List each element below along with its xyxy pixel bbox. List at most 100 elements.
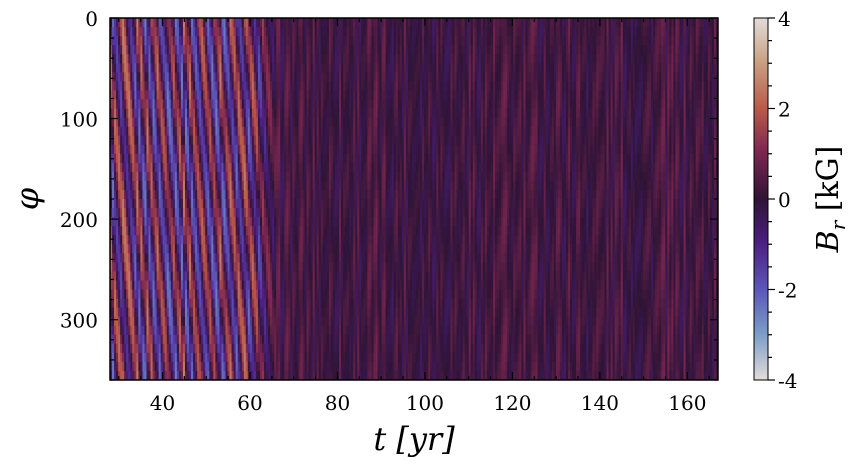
heatmap-cell (176, 352, 180, 363)
heatmap-cell (211, 217, 214, 227)
heatmap-cell (336, 217, 340, 227)
heatmap-cell (146, 217, 150, 227)
heatmap-cell (180, 280, 184, 291)
heatmap-cell (264, 226, 267, 236)
heatmap-cell (211, 298, 214, 309)
heatmap-cell (280, 162, 283, 173)
heatmap-cell (174, 271, 178, 282)
heatmap-cell (274, 117, 277, 128)
heatmap-cell (114, 361, 117, 372)
heatmap-cell (237, 361, 241, 372)
heatmap-cell (280, 298, 283, 309)
heatmap-cell (241, 162, 245, 173)
heatmap-cell (264, 235, 267, 245)
heatmap-cell (182, 45, 186, 55)
heatmap-cell (132, 253, 135, 263)
heatmap-cell (294, 262, 298, 272)
heatmap-cell (229, 298, 233, 309)
heatmap-cell (120, 81, 123, 91)
heatmap-cell (138, 343, 141, 354)
heatmap-cell (164, 217, 168, 227)
heatmap-cell (142, 244, 146, 254)
heatmap-cell (124, 180, 127, 191)
heatmap-cell (142, 271, 146, 282)
heatmap-cell (284, 54, 287, 64)
heatmap-cell (201, 63, 204, 73)
heatmap-cell (219, 135, 223, 146)
heatmap-cell (245, 289, 249, 300)
heatmap-cell (308, 99, 312, 110)
heatmap-cell (176, 208, 180, 218)
heatmap-cell (310, 361, 314, 372)
heatmap-cell (253, 235, 257, 245)
heatmap-cell (249, 271, 253, 282)
heatmap-cell (320, 199, 324, 209)
heatmap-cell (182, 27, 186, 37)
heatmap-cell (168, 280, 172, 291)
heatmap-cell (199, 316, 202, 327)
heatmap-cell (314, 370, 318, 380)
heatmap-cell (326, 280, 330, 291)
heatmap-cell (201, 135, 204, 146)
heatmap-cell (174, 262, 178, 272)
heatmap-cell (336, 280, 340, 291)
heatmap-cell (199, 153, 202, 164)
heatmap-cell (282, 289, 285, 300)
heatmap-cell (326, 144, 330, 155)
heatmap-cell (257, 217, 261, 227)
heatmap-cell (268, 226, 271, 236)
heatmap-cell (134, 262, 137, 272)
heatmap-cell (116, 180, 119, 191)
heatmap-cell (168, 36, 172, 46)
heatmap-cell (320, 307, 324, 318)
heatmap-cell (304, 27, 308, 37)
heatmap-cell (326, 307, 330, 318)
heatmap-cell (229, 27, 233, 37)
heatmap-cell (318, 199, 322, 209)
heatmap-cell (274, 244, 277, 254)
heatmap-cell (251, 262, 255, 272)
heatmap-cell (310, 244, 314, 254)
heatmap-cell (213, 54, 216, 64)
heatmap-cell (316, 298, 320, 309)
heatmap-cell (136, 271, 139, 282)
heatmap-cell (150, 99, 154, 110)
heatmap-cell (217, 343, 221, 354)
heatmap-cell (168, 27, 172, 37)
heatmap-cell (118, 108, 121, 119)
heatmap-cell (152, 334, 156, 345)
heatmap-cell (300, 45, 304, 55)
heatmap-cell (209, 171, 212, 182)
heatmap-cell (324, 126, 328, 137)
heatmap-cell (217, 126, 221, 137)
heatmap-cell (168, 199, 172, 209)
heatmap-cell (262, 361, 265, 372)
heatmap-cell (259, 45, 263, 55)
heatmap-cell (138, 316, 141, 327)
heatmap-cell (322, 253, 326, 263)
heatmap-cell (239, 153, 243, 164)
heatmap-cell (144, 370, 148, 380)
heatmap-cell (239, 226, 243, 236)
heatmap-cell (308, 81, 312, 91)
heatmap-cell (180, 262, 184, 272)
heatmap-cell (148, 298, 152, 309)
heatmap-cell (213, 199, 216, 209)
heatmap-cell (219, 280, 223, 291)
heatmap-cell (197, 99, 200, 110)
heatmap-cell (328, 244, 332, 254)
heatmap-cell (142, 334, 146, 345)
heatmap-cell (237, 289, 241, 300)
heatmap-cell (197, 81, 200, 91)
heatmap-cell (330, 253, 334, 263)
heatmap-cell (264, 117, 267, 128)
heatmap-cell (322, 217, 326, 227)
heatmap-cell (274, 27, 277, 37)
heatmap-cell (237, 316, 241, 327)
heatmap-cell (134, 36, 137, 46)
heatmap-cell (245, 271, 249, 282)
heatmap-cell (182, 81, 186, 91)
heatmap-cell (227, 352, 231, 363)
heatmap-cell (134, 90, 137, 101)
heatmap-cell (229, 135, 233, 146)
